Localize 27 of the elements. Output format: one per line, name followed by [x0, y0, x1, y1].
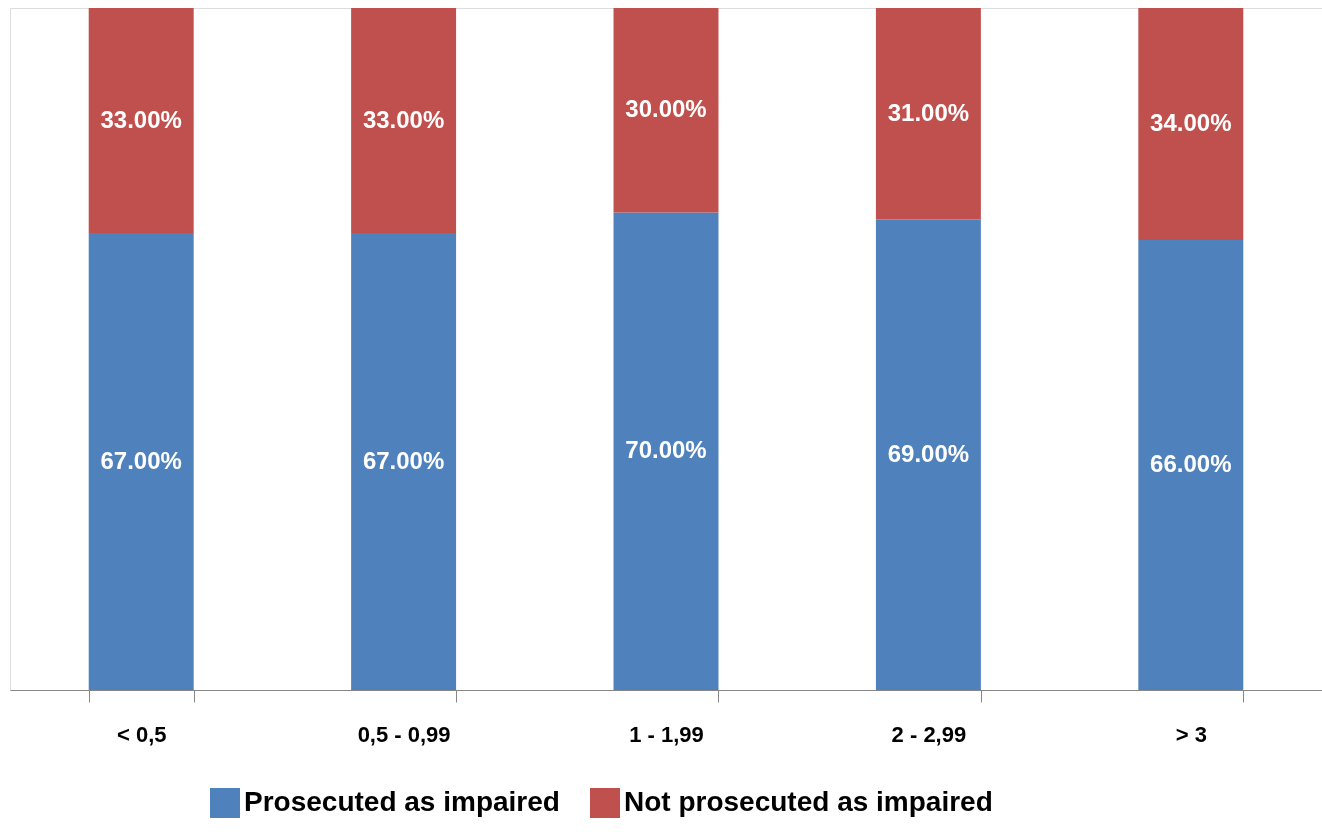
bar: [88, 8, 194, 234]
data-label: 34.00%: [1150, 108, 1232, 136]
bar: [351, 8, 457, 234]
bar: [613, 8, 719, 213]
data-label: 69.00%: [887, 439, 970, 467]
bar: [875, 219, 981, 690]
bar: [1138, 239, 1244, 690]
data-label: 66.00%: [1150, 449, 1232, 477]
bar: [351, 233, 457, 690]
x-tick-label: 2 - 2,99: [891, 721, 967, 747]
x-tick-label: 0,5 - 0,99: [357, 721, 451, 747]
legend-label: Prosecuted as impaired: [244, 786, 560, 817]
bar: [88, 233, 194, 690]
data-label: 70.00%: [625, 436, 707, 464]
bar: [875, 8, 981, 220]
x-tick-label: 1 - 1,99: [629, 721, 704, 747]
x-tick-label: < 0,5: [116, 721, 167, 747]
data-label: 30.00%: [625, 95, 707, 123]
data-label: 33.00%: [362, 105, 445, 133]
legend-label: Not prosecuted as impaired: [624, 786, 993, 817]
data-label: 31.00%: [887, 98, 970, 126]
x-tick-label: > 3: [1175, 721, 1207, 747]
data-label: 67.00%: [100, 446, 182, 474]
bar: [1138, 8, 1244, 240]
data-label: 67.00%: [362, 446, 445, 474]
data-label: 33.00%: [100, 105, 182, 133]
bar: [613, 212, 719, 690]
